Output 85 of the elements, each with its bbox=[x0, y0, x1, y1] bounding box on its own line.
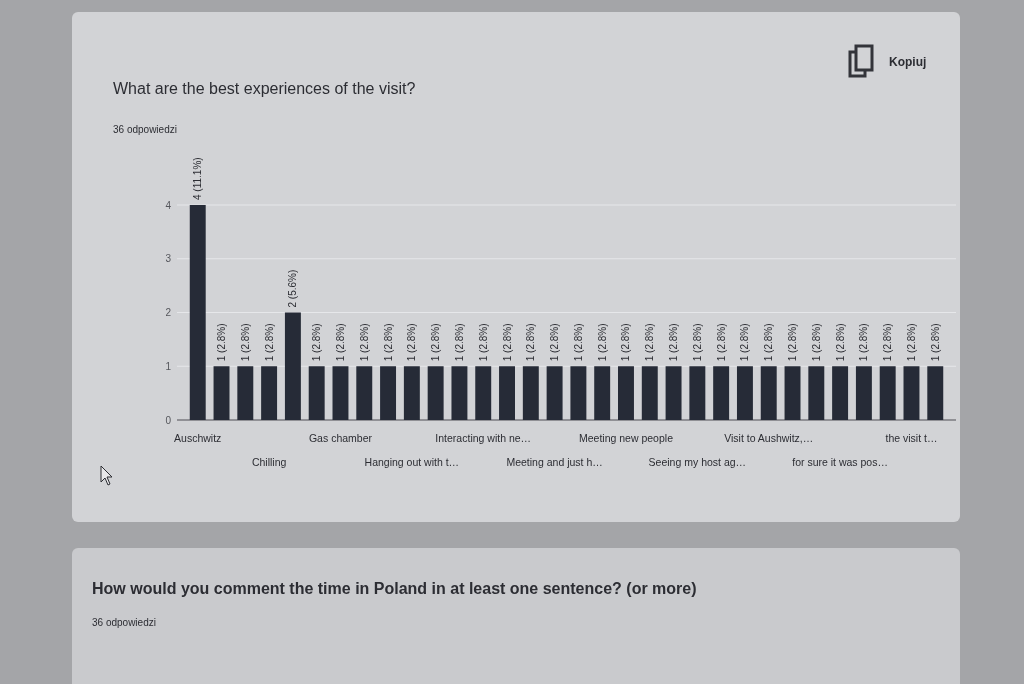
x-tick-label: Gas chamber bbox=[308, 432, 373, 444]
x-tick-label: Interacting with ne… bbox=[435, 432, 532, 444]
data-label: 1 (2.8%) bbox=[453, 323, 465, 362]
data-label: 1 (2.8%) bbox=[311, 323, 323, 362]
x-tick-label: Visit to Aushwitz,… bbox=[724, 432, 814, 444]
data-label: 1 (2.8%) bbox=[501, 323, 513, 362]
bar bbox=[594, 366, 611, 420]
bar bbox=[665, 366, 682, 420]
bar bbox=[403, 366, 420, 420]
x-tick-label: Meeting and just h… bbox=[506, 456, 603, 468]
x-tick-label: the visit t… bbox=[885, 432, 938, 444]
bar bbox=[760, 366, 777, 420]
bar bbox=[427, 366, 444, 420]
data-label: 1 (2.8%) bbox=[358, 323, 370, 362]
text: Kopiuj bbox=[889, 55, 927, 69]
bar bbox=[570, 366, 587, 420]
bar bbox=[832, 366, 849, 420]
x-tick-label: Auschwitz bbox=[174, 432, 222, 444]
data-label: 1 (2.8%) bbox=[834, 323, 846, 362]
y-tick-label: 2 bbox=[165, 307, 172, 318]
data-label: 1 (2.8%) bbox=[216, 323, 228, 362]
y-tick-label: 3 bbox=[165, 253, 172, 265]
data-label: 1 (2.8%) bbox=[239, 323, 251, 362]
bar bbox=[879, 366, 896, 420]
data-label: 1 (2.8%) bbox=[406, 323, 418, 362]
chart-subtitle: 36 odpowiedzi bbox=[113, 124, 177, 135]
y-tick-label: 1 bbox=[165, 360, 172, 372]
data-label: 1 (2.8%) bbox=[334, 323, 346, 362]
data-label: 1 (2.8%) bbox=[810, 323, 822, 362]
bar bbox=[451, 366, 468, 420]
data-label: 2 (5.6%) bbox=[287, 269, 299, 308]
data-label: 1 (2.8%) bbox=[668, 323, 680, 362]
data-label: 1 (2.8%) bbox=[263, 323, 275, 362]
bar bbox=[522, 366, 539, 420]
data-label: 1 (2.8%) bbox=[596, 323, 608, 362]
x-tick-label: for sure it was pos… bbox=[792, 456, 888, 468]
data-label: 1 (2.8%) bbox=[715, 323, 727, 362]
bar bbox=[189, 205, 206, 420]
x-tick-label: Chilling bbox=[251, 456, 287, 468]
bar bbox=[546, 366, 563, 420]
bar bbox=[855, 366, 872, 420]
data-label: 1 (2.8%) bbox=[382, 323, 394, 362]
bar bbox=[237, 366, 254, 420]
bar bbox=[284, 312, 301, 420]
bar bbox=[808, 366, 825, 420]
data-label: 1 (2.8%) bbox=[691, 323, 703, 362]
data-label: 1 (2.8%) bbox=[882, 323, 894, 362]
text: 36 odpowiedzi bbox=[92, 617, 156, 628]
data-label: 1 (2.8%) bbox=[477, 323, 489, 362]
x-tick-label: Meeting new people bbox=[578, 432, 674, 444]
data-label: 1 (2.8%) bbox=[739, 323, 751, 362]
data-label: 1 (2.8%) bbox=[525, 323, 537, 362]
chart-title: What are the best experiences of the visit? bbox=[113, 80, 416, 97]
bar bbox=[736, 366, 753, 420]
bar bbox=[499, 366, 515, 420]
data-label: 1 (2.8%) bbox=[787, 323, 799, 362]
bar bbox=[618, 366, 634, 420]
data-label: 4 (11.1%) bbox=[192, 157, 204, 200]
data-label: 1 (2.8%) bbox=[858, 323, 870, 362]
bar bbox=[261, 366, 278, 420]
bar bbox=[475, 366, 492, 420]
data-label: 1 (2.8%) bbox=[620, 323, 632, 362]
y-tick-label: 0 bbox=[165, 414, 172, 426]
bar bbox=[927, 366, 944, 420]
x-tick-label: Hanging out with t… bbox=[364, 456, 460, 468]
bar bbox=[903, 366, 920, 420]
bar bbox=[784, 366, 801, 420]
data-label: 1 (2.8%) bbox=[430, 323, 442, 362]
data-label: 1 (2.8%) bbox=[905, 323, 917, 362]
data-label: 1 (2.8%) bbox=[763, 323, 775, 362]
bar bbox=[713, 366, 730, 420]
data-label: 1 (2.8%) bbox=[572, 323, 584, 362]
x-tick-label: Seeing my host ag… bbox=[648, 456, 747, 468]
data-label: 1 (2.8%) bbox=[549, 323, 561, 362]
bar bbox=[356, 366, 373, 420]
bar bbox=[308, 366, 325, 420]
bar bbox=[380, 366, 397, 420]
bar bbox=[213, 366, 230, 420]
data-label: 1 (2.8%) bbox=[644, 323, 656, 362]
bar bbox=[689, 366, 706, 420]
bar bbox=[641, 366, 658, 420]
y-tick-label: 4 bbox=[165, 199, 172, 211]
bar bbox=[332, 366, 349, 420]
data-label: 1 (2.8%) bbox=[929, 323, 941, 362]
text: How would you comment the time in Poland in at least one sentence? (or more) bbox=[92, 580, 697, 597]
